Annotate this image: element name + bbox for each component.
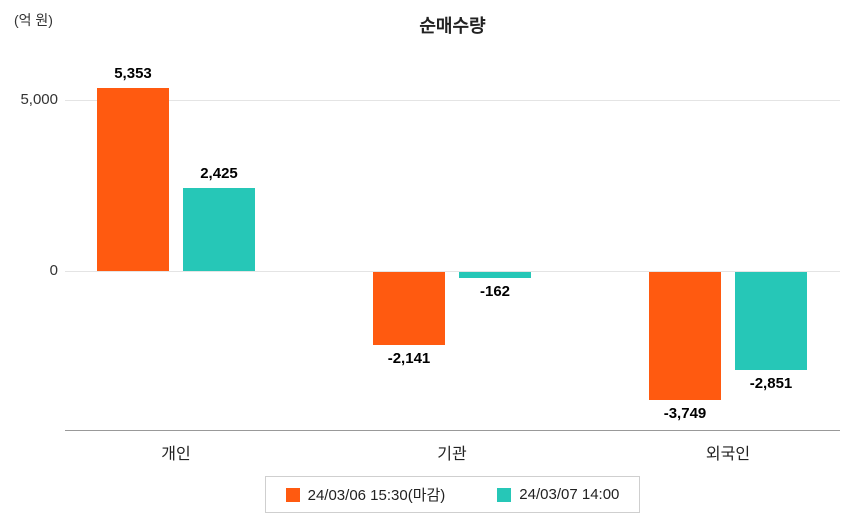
x-category-label-1: 기관 [437,446,467,463]
legend-label: 24/03/06 15:30(마감) [307,487,446,504]
bar-value-label: -162 [479,282,511,300]
bar-series1-cat1 [459,272,531,278]
legend-item-1: 24/03/07 14:00 [497,486,619,503]
x-category-label-0: 개인 [161,446,191,463]
legend-item-0: 24/03/06 15:30(마감) [285,484,446,505]
gridline-0 [65,100,840,101]
legend: 24/03/06 15:30(마감) 24/03/07 14:00 [65,476,840,513]
legend-swatch-icon [497,487,512,502]
y-tick-label: 0 [49,262,58,279]
x-category-label-2: 외국인 [705,446,751,463]
bar-series1-cat0 [183,188,255,271]
bar-value-label: -2,851 [749,374,793,392]
legend-box: 24/03/06 15:30(마감) 24/03/07 14:00 [264,476,641,513]
chart-title: 순매수량 [419,16,486,36]
bar-series0-cat0 [97,87,169,271]
bar-value-label: 5,353 [114,64,152,82]
legend-swatch-icon [285,487,300,502]
bar-value-label: -3,749 [663,405,707,423]
y-tick-label: 5,000 [20,91,58,108]
x-axis-line [65,430,840,431]
gridline-1 [65,271,840,272]
bar-value-label: 2,425 [200,165,238,183]
bar-series0-cat1 [373,272,445,346]
bar-value-label: -2,141 [387,350,431,368]
y-axis-unit-label: (억 원) [14,12,53,28]
legend-label: 24/03/07 14:00 [519,486,620,503]
bar-series1-cat2 [735,272,807,370]
bar-series0-cat2 [649,272,721,401]
